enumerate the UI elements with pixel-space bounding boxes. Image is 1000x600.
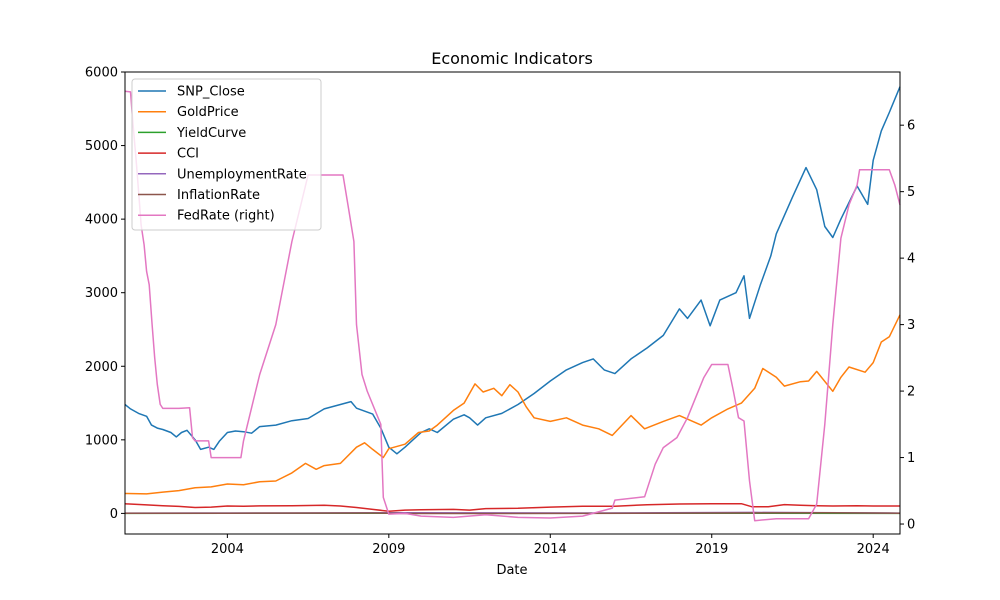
legend-label: SNP_Close bbox=[177, 85, 245, 100]
y-tick-label: 1000 bbox=[85, 433, 118, 448]
y-right-tick-label: 4 bbox=[907, 252, 915, 267]
chart-title: Economic Indicators bbox=[431, 49, 593, 68]
x-axis: 2004 2009 2014 2019 2024 bbox=[211, 534, 890, 557]
x-tick-label: 2014 bbox=[534, 542, 567, 557]
series-line-inflationrate bbox=[125, 511, 901, 515]
x-axis-label: Date bbox=[496, 563, 527, 578]
y-axis-right: 0 1 2 3 4 5 6 bbox=[900, 119, 915, 533]
x-tick-label: 2009 bbox=[372, 542, 405, 557]
series-line-cci bbox=[124, 502, 900, 512]
y-tick-label: 5000 bbox=[85, 139, 118, 154]
series-line-goldprice bbox=[124, 314, 901, 495]
y-tick-label: 6000 bbox=[85, 66, 118, 81]
y-right-tick-label: 6 bbox=[907, 119, 915, 134]
x-tick-label: 2024 bbox=[857, 542, 890, 557]
legend: SNP_Close GoldPrice YieldCurve CCI Unemploym… bbox=[131, 78, 322, 231]
series-line-snp-close bbox=[124, 86, 901, 455]
legend-box bbox=[131, 78, 322, 231]
y-right-tick-label: 0 bbox=[907, 518, 915, 533]
y-tick-label: 2000 bbox=[85, 360, 118, 375]
plot-frame bbox=[124, 71, 901, 535]
legend-label: YieldCurve bbox=[176, 126, 246, 141]
y-right-tick-label: 3 bbox=[907, 318, 915, 333]
y-right-tick-label: 2 bbox=[907, 385, 915, 400]
series-line-fedrate-right bbox=[124, 90, 901, 522]
y-tick-label: 4000 bbox=[85, 213, 118, 228]
x-tick-label: 2004 bbox=[211, 542, 244, 557]
x-tick-label: 2019 bbox=[695, 542, 728, 557]
legend-label: GoldPrice bbox=[177, 105, 239, 120]
legend-label: CCI bbox=[177, 147, 199, 162]
legend-label: UnemploymentRate bbox=[177, 167, 307, 182]
legend-label: FedRate (right) bbox=[177, 209, 275, 224]
y-right-tick-label: 1 bbox=[907, 451, 915, 466]
y-axis-left: 0 1000 2000 3000 4000 5000 6000 bbox=[85, 66, 125, 522]
legend-label: InflationRate bbox=[177, 188, 260, 203]
y-tick-label: 3000 bbox=[85, 286, 118, 301]
y-tick-label: 0 bbox=[110, 507, 118, 522]
y-right-tick-label: 5 bbox=[907, 185, 915, 200]
series-layer bbox=[124, 86, 901, 522]
